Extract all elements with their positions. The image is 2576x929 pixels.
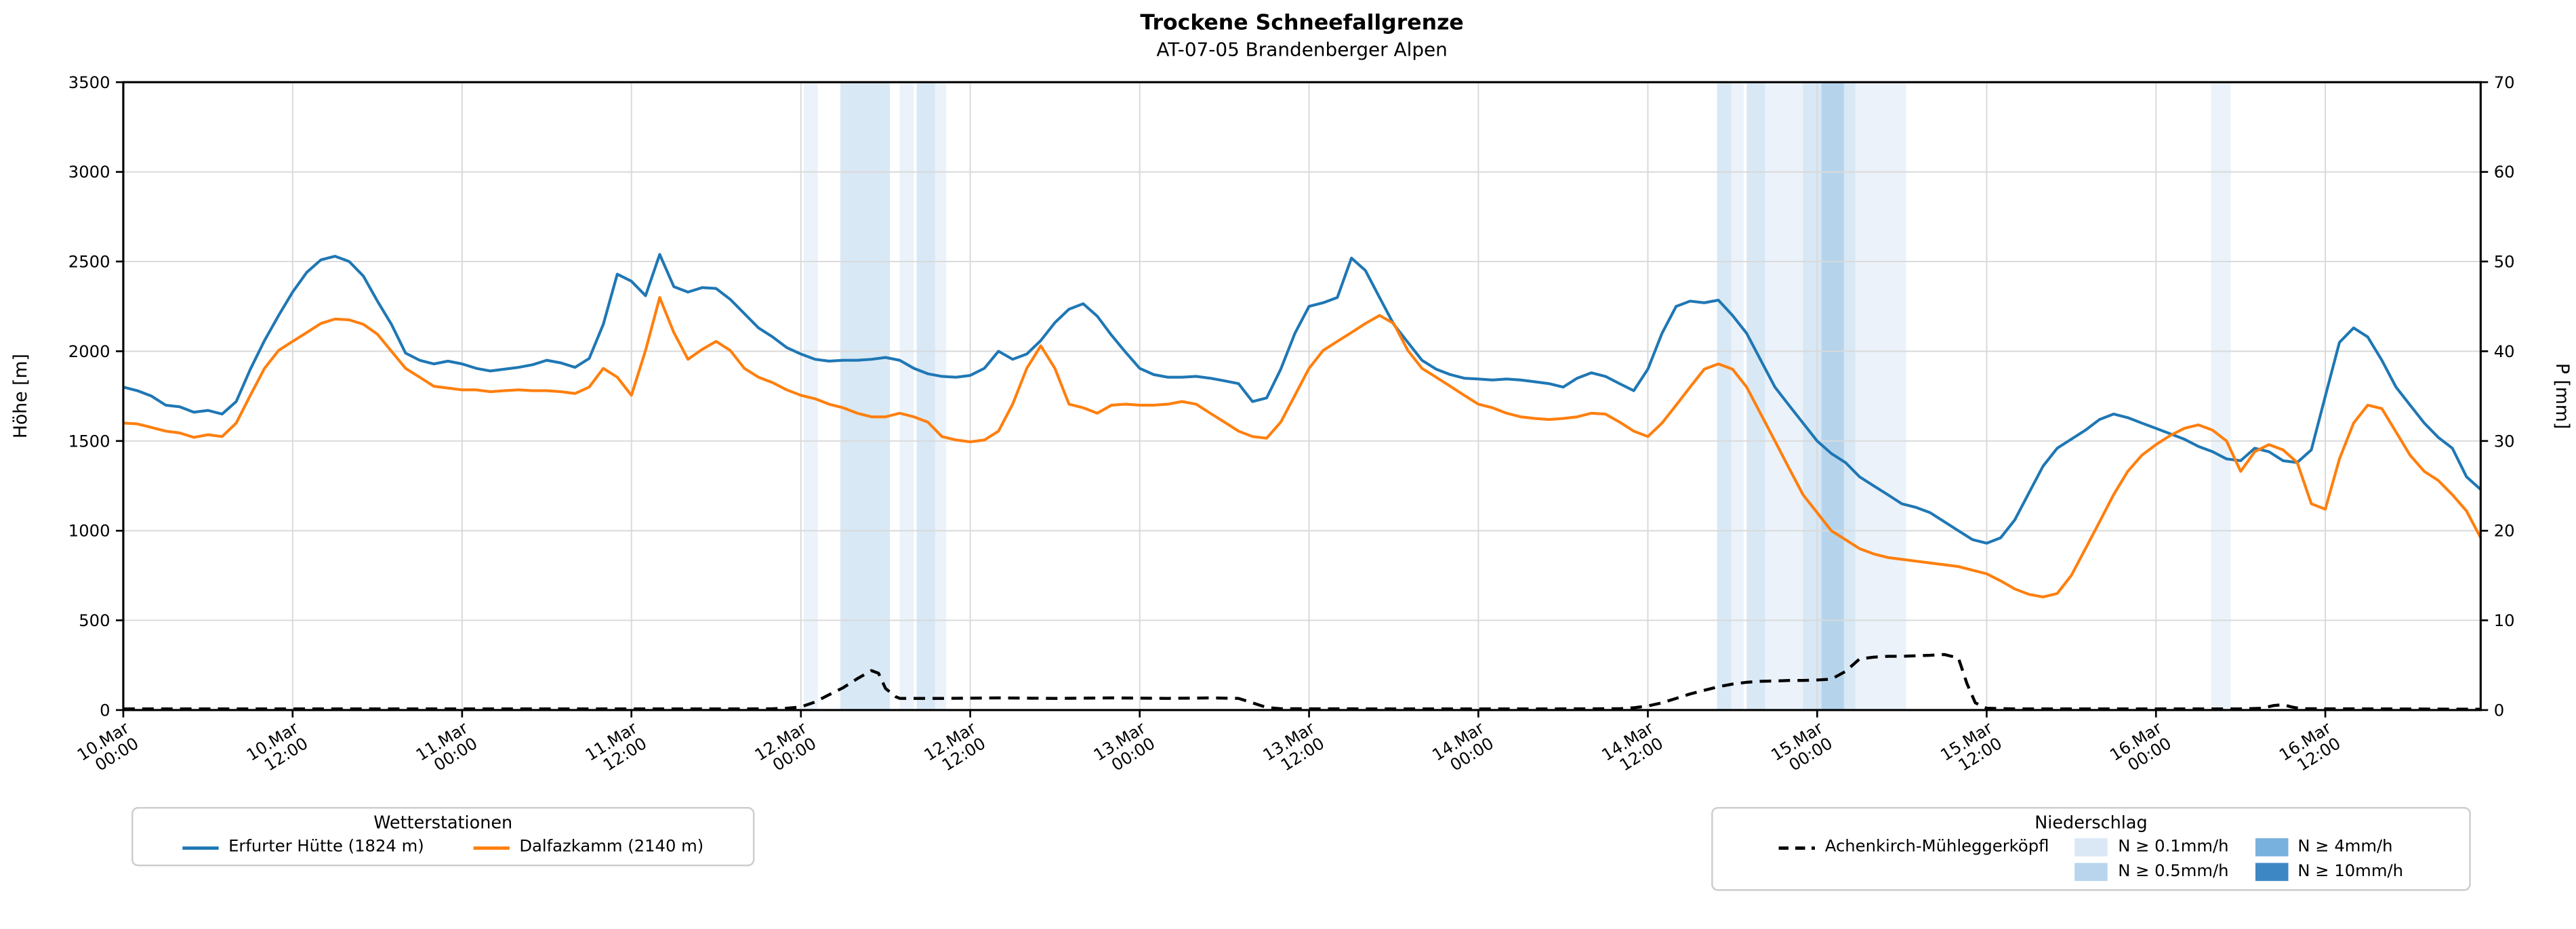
y-tick-label-left: 2000 [68,342,110,361]
svg-text:14.Mar12:00: 14.Mar12:00 [1598,718,1667,780]
legend-wetterstationen: Wetterstationen Erfurter Hütte (1824 m) … [131,806,755,867]
svg-text:10.Mar00:00: 10.Mar00:00 [74,718,142,780]
precip-band [1765,82,1803,710]
y-tick-label-left: 1500 [68,431,110,451]
chart-subtitle: AT-07-05 Brandenberger Alpen [1156,38,1447,60]
series-layer [123,253,2482,711]
precip-band [1843,82,1856,710]
gridlines-layer [122,81,2481,711]
precip-band [840,82,891,710]
band-swatch-10 [2255,863,2288,882]
y-tick-label-left: 3500 [68,73,110,92]
x-tick-label: 13.Mar00:00 [1090,718,1158,780]
x-tick-label: 16.Mar00:00 [2106,718,2175,780]
x-tick-label: 12.Mar12:00 [920,718,989,780]
legend-niederschlag-title: Niederschlag [2035,813,2148,833]
precip-band [803,82,818,710]
band-swatch-4 [2255,838,2288,856]
svg-text:11.Mar00:00: 11.Mar00:00 [412,718,481,780]
x-tick-label: 15.Mar12:00 [1937,718,2005,780]
y-tick-label-right: 40 [2494,342,2515,361]
svg-text:11.Mar12:00: 11.Mar12:00 [581,718,650,780]
y-tick-label-right: 20 [2494,521,2515,541]
y-tick-label-right: 30 [2494,431,2515,451]
precip-band [1746,82,1765,710]
svg-text:14.Mar00:00: 14.Mar00:00 [1429,718,1497,780]
plot-border [122,81,2482,711]
legend-label-dalfazkamm: Dalfazkamm (2140 m) [519,838,704,856]
legend-item-n-10: N ≥ 10mm/h [2255,863,2404,882]
svg-text:10.Mar12:00: 10.Mar12:00 [243,718,311,780]
svg-text:12.Mar12:00: 12.Mar12:00 [920,718,989,780]
x-tick-label: 11.Mar00:00 [412,718,481,780]
svg-text:13.Mar12:00: 13.Mar12:00 [1259,718,1328,780]
orange-line-swatch [473,846,510,849]
x-tick-label: 14.Mar00:00 [1429,718,1497,780]
x-tick-label: 15.Mar00:00 [1767,718,1836,780]
y-tick-label-right: 50 [2494,251,2515,271]
precip-band [1803,82,1822,710]
precip-band [2211,82,2231,710]
y-tick-label-right: 10 [2494,611,2515,630]
precip-band [1731,82,1744,710]
precip-band [1717,82,1732,710]
y-axis-label-left: Höhe [m] [10,354,31,438]
precip-bands-layer [803,82,2231,710]
legend-label-n-01: N ≥ 0.1mm/h [2118,838,2229,856]
legend-item-n-05: N ≥ 0.5mm/h [2075,863,2229,882]
legend-niederschlag: Niederschlag Achenkirch-Mühleggerköpfl N… [1711,806,2471,891]
y-tick-label-left: 1000 [68,521,110,541]
legend-item-n-4: N ≥ 4mm/h [2255,838,2403,856]
precip-band [916,82,935,710]
x-tick-label: 12.Mar00:00 [751,718,819,780]
band-swatch-05 [2075,863,2108,882]
legend-label-n-4: N ≥ 4mm/h [2297,838,2393,856]
precip-band [1855,82,1906,710]
precip-band [899,82,914,710]
svg-text:15.Mar00:00: 15.Mar00:00 [1767,718,1836,780]
y-tick-label-right: 70 [2494,73,2515,92]
x-tick-label: 13.Mar12:00 [1259,718,1328,780]
svg-text:16.Mar12:00: 16.Mar12:00 [2276,718,2344,780]
svg-text:15.Mar12:00: 15.Mar12:00 [1937,718,2005,780]
x-tick-label: 16.Mar12:00 [2276,718,2344,780]
legend-label-achenkirch: Achenkirch-Mühleggerköpfl [1824,838,2049,856]
series-line-1 [123,295,2482,599]
x-tick-label: 11.Mar12:00 [581,718,650,780]
band-swatch-01 [2075,838,2108,856]
legend-label-n-05: N ≥ 0.5mm/h [2118,863,2229,882]
svg-text:13.Mar00:00: 13.Mar00:00 [1090,718,1158,780]
y-tick-label-right: 0 [2494,700,2504,720]
x-tick-label: 10.Mar00:00 [74,718,142,780]
legend-item-dalfazkamm: Dalfazkamm (2140 m) [473,838,703,856]
legend-label-erfurter-huette: Erfurter Hütte (1824 m) [228,838,424,856]
legend-item-n-01: N ≥ 0.1mm/h [2075,838,2229,856]
blue-line-swatch [182,846,219,849]
y-tick-label-right: 60 [2494,162,2515,182]
svg-text:12.Mar00:00: 12.Mar00:00 [751,718,819,780]
precip-band [935,82,947,710]
legend-label-n-10: N ≥ 10mm/h [2297,863,2404,882]
legend-item-erfurter-huette: Erfurter Hütte (1824 m) [182,838,424,856]
x-tick-label: 10.Mar12:00 [243,718,311,780]
series-line-0 [123,253,2482,545]
y-tick-label-left: 0 [100,700,110,720]
y-tick-label-left: 2500 [68,251,110,271]
precip-band [1821,82,1844,710]
y-tick-label-left: 500 [79,611,110,630]
legend-item-achenkirch: Achenkirch-Mühleggerköpfl [1778,838,2049,856]
series-line-2 [123,653,2481,711]
dashed-line-swatch [1778,846,1816,849]
y-tick-label-left: 3000 [68,162,110,182]
x-tick-label: 14.Mar12:00 [1598,718,1667,780]
svg-text:16.Mar00:00: 16.Mar00:00 [2106,718,2175,780]
y-axis-label-right: P [mm] [2552,363,2573,429]
chart-title: Trockene Schneefallgrenze [1140,11,1463,35]
legend-wetterstationen-title: Wetterstationen [373,813,513,833]
